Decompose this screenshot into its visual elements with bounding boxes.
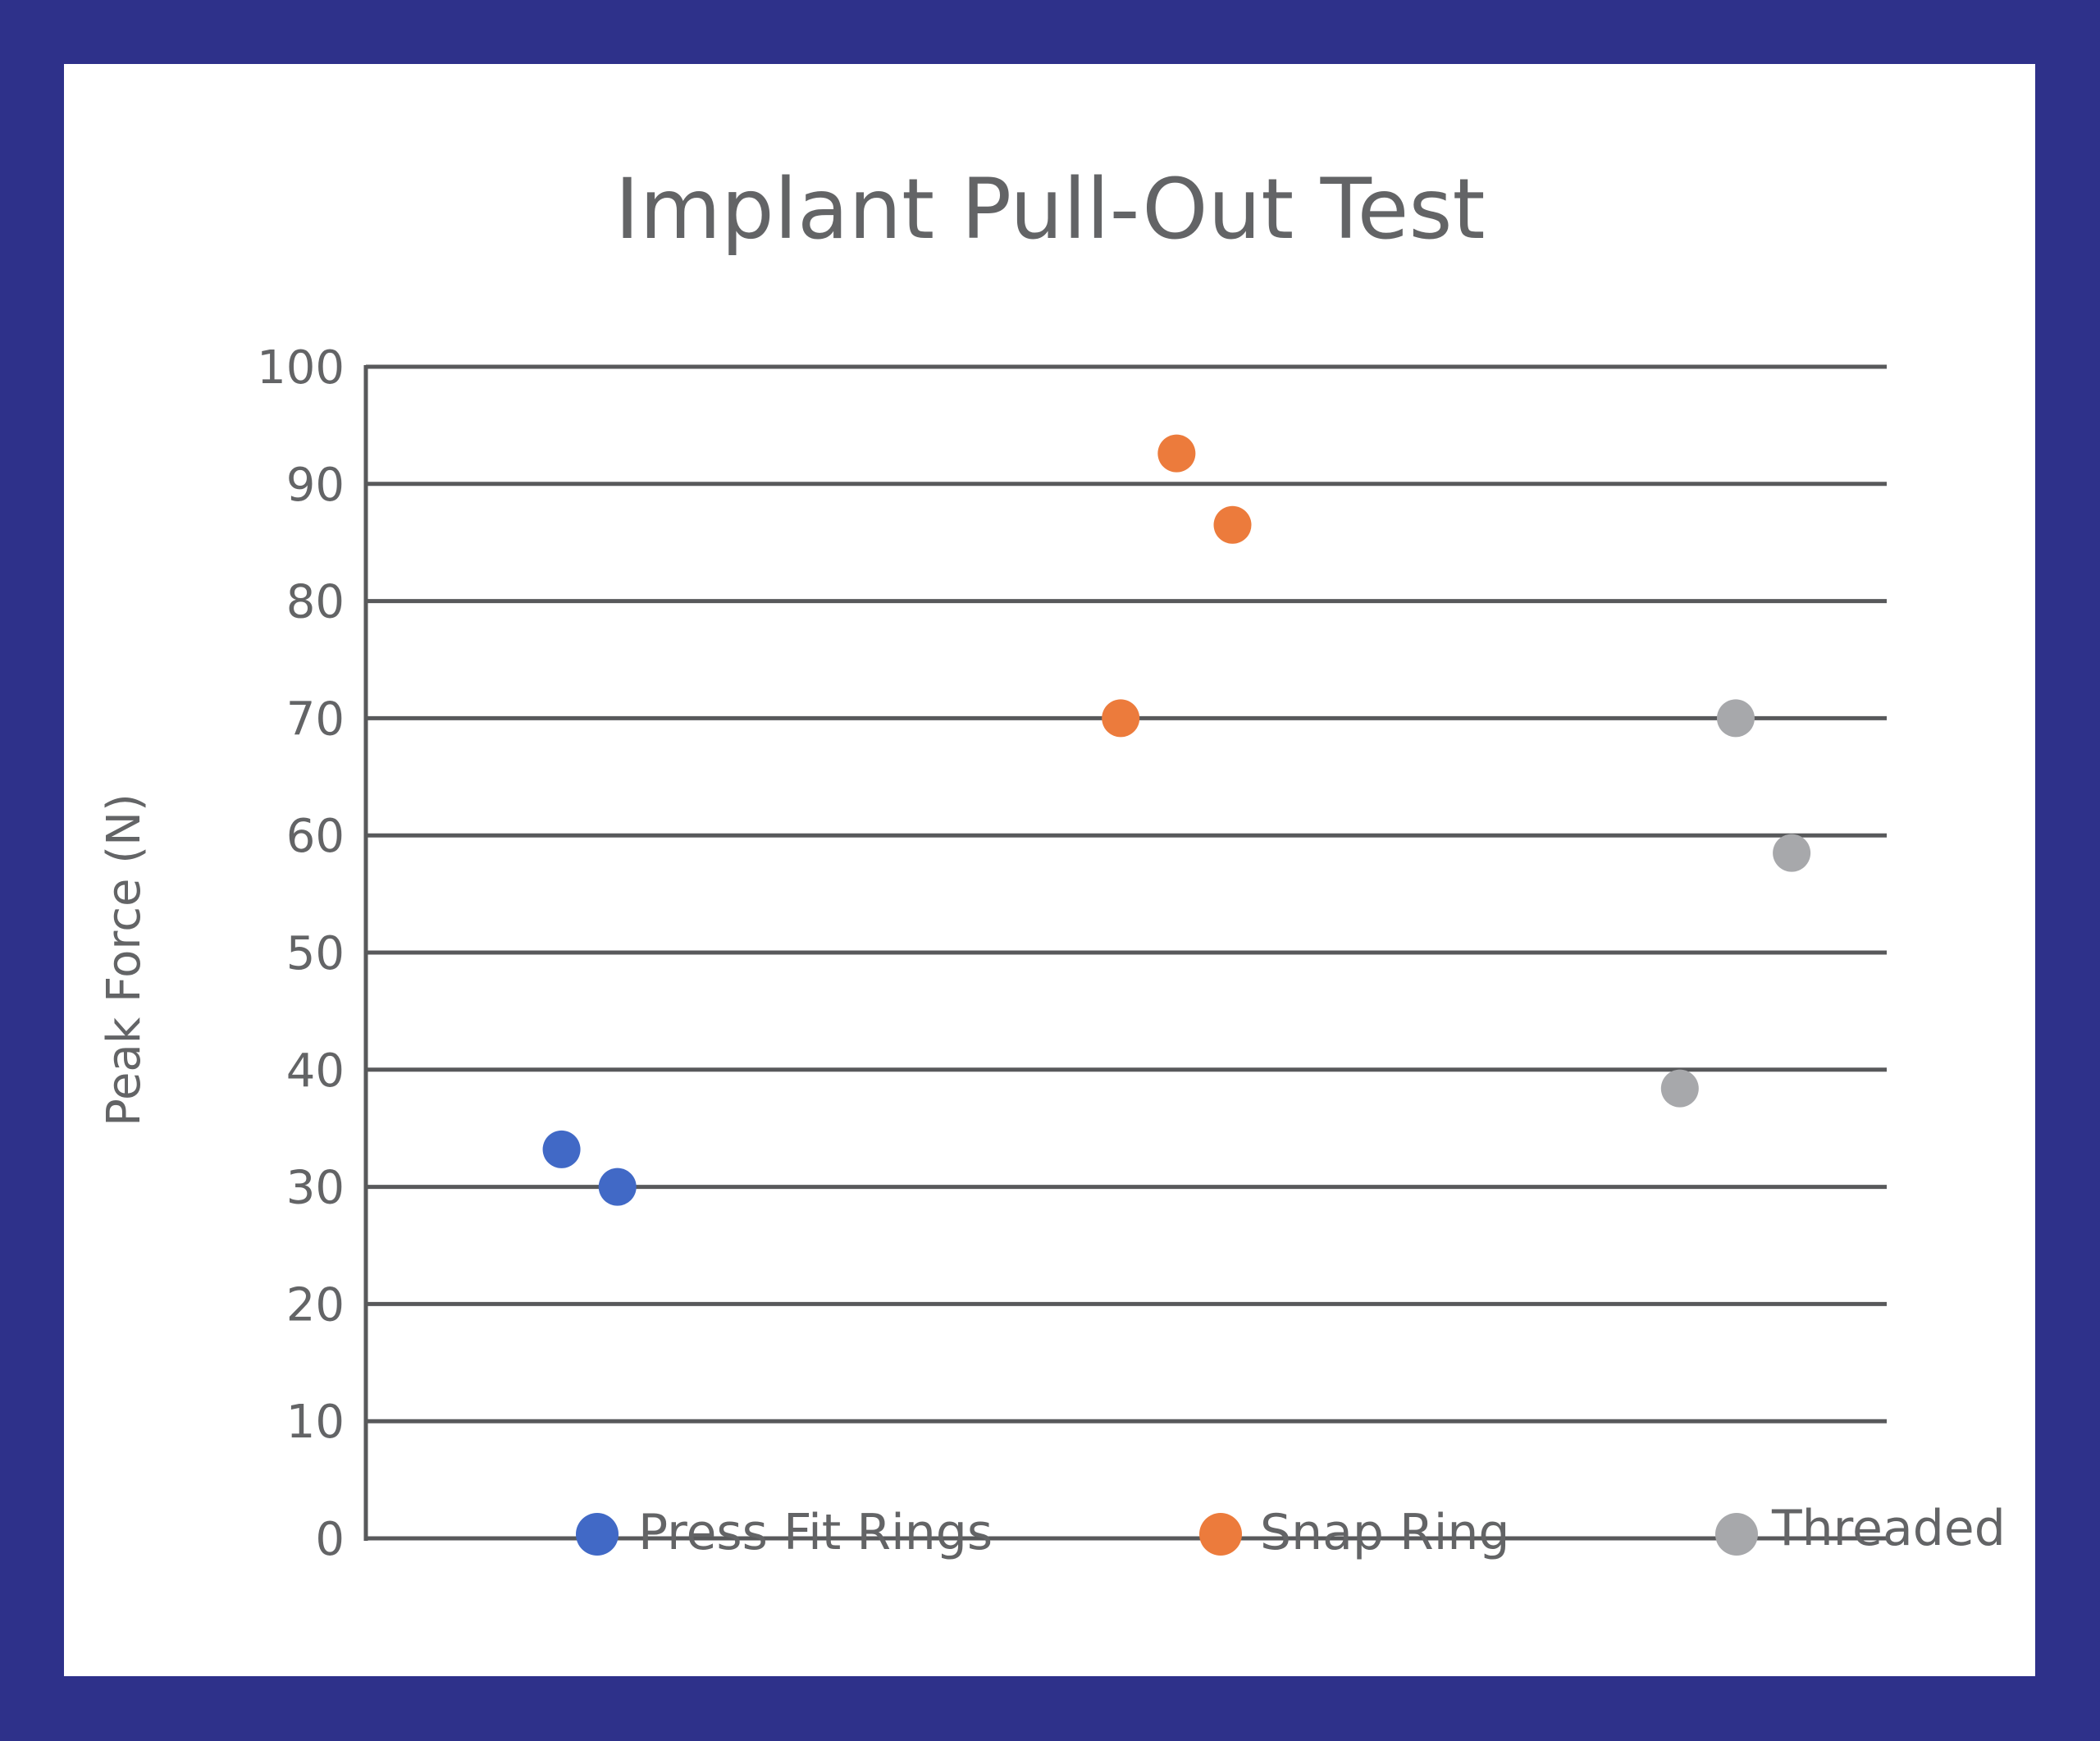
y-tick-label-70: 70 xyxy=(286,692,345,746)
y-tick-label-40: 40 xyxy=(286,1044,345,1098)
data-point-press-fit-rings-2 xyxy=(598,1168,637,1206)
legend-label: Press Fit Rings xyxy=(638,1504,993,1561)
legend-marker xyxy=(1199,1513,1242,1556)
y-tick-label-0: 0 xyxy=(315,1513,345,1566)
chart-panel xyxy=(64,64,2035,1676)
y-tick-label-20: 20 xyxy=(286,1278,345,1332)
data-point-press-fit-rings-1 xyxy=(542,1130,581,1168)
legend-marker xyxy=(1715,1513,1758,1556)
y-tick-label-50: 50 xyxy=(286,927,345,980)
data-point-snap-ring-3 xyxy=(1213,505,1252,544)
y-tick-label-10: 10 xyxy=(286,1396,345,1449)
y-tick-label-60: 60 xyxy=(286,810,345,863)
y-tick-label-80: 80 xyxy=(286,576,345,629)
legend-marker xyxy=(576,1513,619,1556)
data-point-threaded-3 xyxy=(1773,834,1811,872)
legend-item-press-fit-rings: Press Fit Rings xyxy=(576,1504,993,1561)
y-tick-label-100: 100 xyxy=(257,341,345,395)
y-tick-labels: 0 10 20 30 40 50 60 70 80 90 100 xyxy=(257,341,345,1566)
legend: Press Fit Rings Snap Ring Threaded xyxy=(576,1500,2006,1561)
y-axis-label: Peak Force (N) xyxy=(98,793,151,1126)
data-point-snap-ring-2 xyxy=(1157,434,1196,473)
gridlines xyxy=(366,364,1887,1541)
legend-item-threaded: Threaded xyxy=(1715,1500,2006,1557)
y-tick-label-90: 90 xyxy=(286,459,345,512)
data-point-threaded-2 xyxy=(1716,699,1755,738)
legend-item-snap-ring: Snap Ring xyxy=(1199,1504,1510,1561)
chart-title: Implant Pull-Out Test xyxy=(615,161,1486,258)
legend-label: Snap Ring xyxy=(1260,1504,1510,1561)
legend-label: Threaded xyxy=(1771,1500,2006,1557)
data-point-threaded-1 xyxy=(1660,1069,1699,1108)
data-points xyxy=(542,434,1811,1206)
data-point-snap-ring-1 xyxy=(1102,699,1140,738)
y-tick-label-30: 30 xyxy=(286,1162,345,1215)
